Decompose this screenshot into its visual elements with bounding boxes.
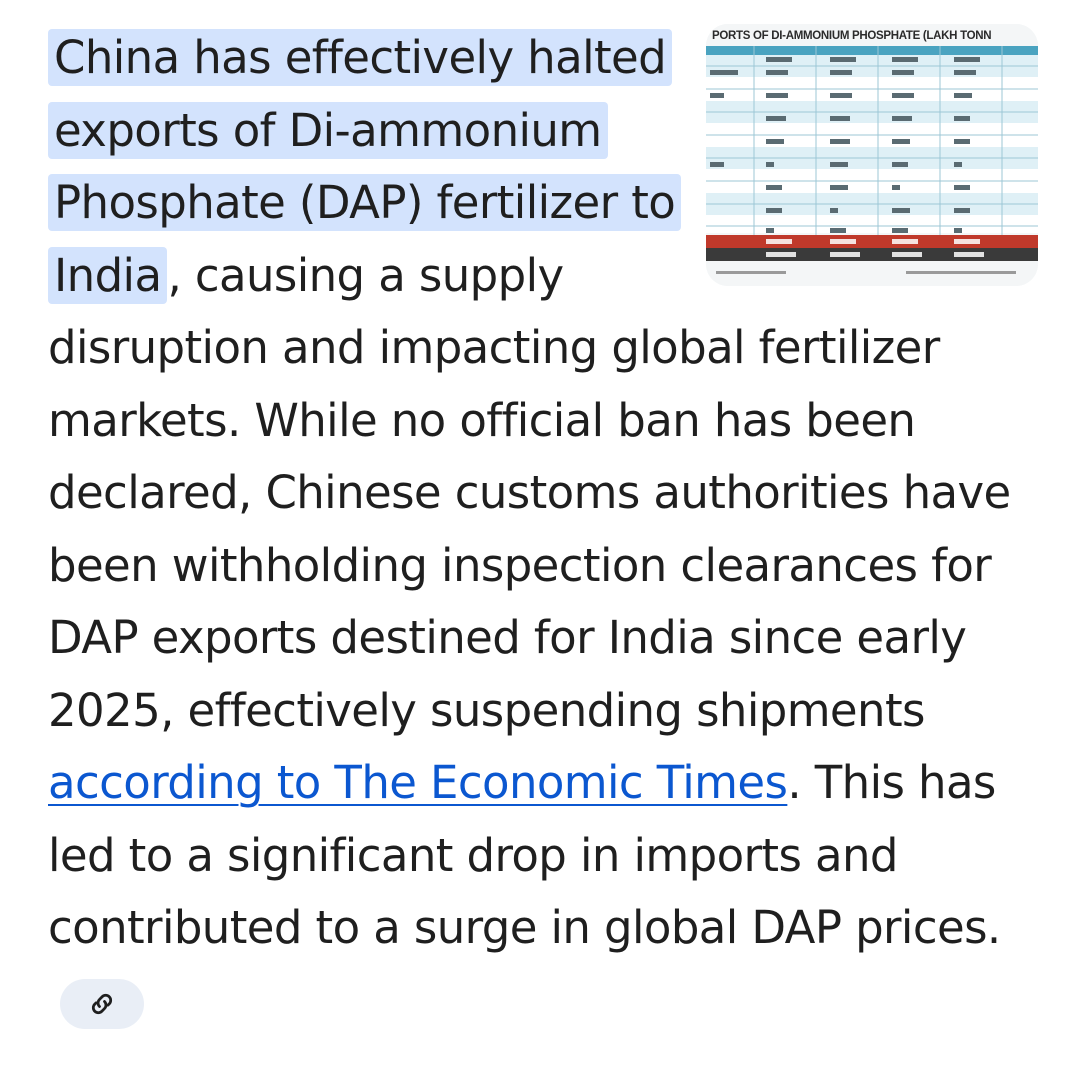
answer-text-ending: . This has led to a significant drop in … <box>48 756 1001 954</box>
source-link-chip[interactable] <box>60 978 144 1029</box>
source-link-economic-times[interactable]: according to The Economic Times <box>48 756 788 809</box>
ai-answer-paragraph: PORTS OF DI-AMMONIUM PHOSPHATE (LAKH TON… <box>48 22 1038 1037</box>
answer-text-continued: , causing a supply disruption and impact… <box>48 248 1011 737</box>
thumbnail-image: PORTS OF DI-AMMONIUM PHOSPHATE (LAKH TON… <box>706 24 1038 286</box>
link-icon <box>91 993 113 1014</box>
thumbnail-title: PORTS OF DI-AMMONIUM PHOSPHATE (LAKH TON… <box>712 30 991 42</box>
dap-exports-table-thumbnail[interactable]: PORTS OF DI-AMMONIUM PHOSPHATE (LAKH TON… <box>706 24 1038 286</box>
